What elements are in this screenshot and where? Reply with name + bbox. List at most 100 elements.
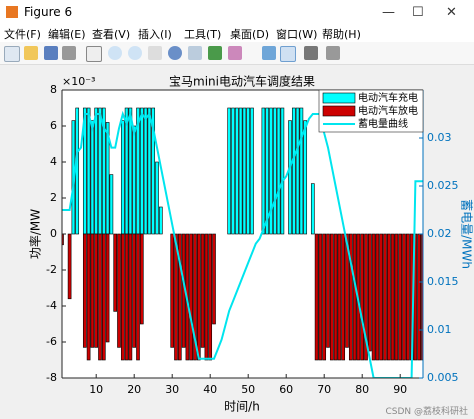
tool-button[interactable] [208, 46, 222, 60]
x-tick-label: 80 [355, 383, 369, 396]
tool-button[interactable] [228, 46, 242, 60]
menu-item[interactable]: 工具(T) [184, 28, 222, 41]
tool-button[interactable] [108, 46, 122, 60]
x-tick-label: 50 [241, 383, 255, 396]
bar [326, 233, 330, 348]
legend-label: 蓄电量曲线 [358, 117, 408, 130]
bar [128, 107, 133, 235]
maximize[interactable]: ☐ [412, 5, 424, 20]
bar [364, 233, 368, 361]
bar [82, 233, 87, 348]
bar [272, 107, 277, 235]
x-tick-label: 60 [279, 383, 293, 396]
toolbar [0, 42, 474, 65]
chart-title: 宝马mini电动汽车调度结果 [169, 74, 315, 89]
close[interactable]: ✕ [446, 5, 457, 20]
bar [269, 107, 273, 235]
bar [246, 107, 251, 235]
menu-item[interactable]: 编辑(E) [48, 28, 86, 41]
bar [303, 120, 308, 235]
menu-item[interactable]: 窗口(W) [276, 28, 318, 41]
bar [322, 233, 327, 361]
y-tick-label: -2 [46, 263, 57, 276]
bar [86, 233, 91, 361]
tool-button[interactable] [148, 46, 162, 60]
bar [120, 233, 125, 361]
bars [62, 107, 423, 378]
bar [212, 233, 216, 325]
tool-button[interactable] [304, 46, 318, 60]
tool-button[interactable] [168, 46, 182, 60]
y-tick-label: 4 [50, 155, 57, 168]
bar [348, 233, 353, 361]
tool-button[interactable] [280, 46, 296, 62]
bar [421, 233, 423, 361]
bar [139, 107, 144, 235]
tool-button[interactable] [86, 46, 102, 62]
bar [310, 183, 315, 235]
menu-bar: 文件(F) 编辑(E) 查看(V) 插入(I) 工具(T) 桌面(D) 窗口(W) 帮助(H) [0, 24, 474, 42]
y-tick-label: 0 [50, 227, 57, 240]
tool-button[interactable] [62, 46, 76, 60]
x-tick-label: 20 [127, 383, 141, 396]
bar [280, 107, 285, 235]
bar [371, 233, 376, 361]
tool-button[interactable] [24, 46, 38, 60]
tool-button[interactable] [188, 46, 202, 60]
y-tick-label: 2 [50, 191, 57, 204]
bar [143, 107, 148, 235]
x-axis-label: 时间/h [224, 400, 260, 414]
bar [360, 233, 365, 361]
menu-item[interactable]: 桌面(D) [230, 28, 270, 41]
menu-item[interactable]: 插入(I) [138, 28, 172, 41]
tool-button[interactable] [326, 46, 340, 60]
y2-tick-label: 0.005 [427, 371, 459, 384]
bar [386, 233, 391, 361]
tool-button[interactable] [128, 46, 142, 60]
bar [341, 233, 346, 361]
legend-label: 电动汽车放电 [358, 104, 418, 117]
bar [329, 233, 334, 361]
x-tick-label: 70 [317, 383, 331, 396]
tool-button[interactable] [262, 46, 276, 60]
y2-tick-label: 0.02 [427, 227, 452, 240]
bar [147, 107, 152, 235]
menu-item[interactable]: 帮助(H) [322, 28, 361, 41]
bar [394, 233, 399, 361]
bar [375, 233, 380, 361]
y-exponent: ×10⁻³ [62, 75, 95, 88]
bar [261, 107, 266, 235]
bar [109, 174, 114, 235]
menu-item[interactable]: 文件(F) [4, 28, 41, 41]
bar [105, 233, 110, 343]
y-tick-label: -6 [46, 335, 57, 348]
minimize[interactable]: — [382, 5, 395, 20]
bar [174, 233, 178, 361]
bar [288, 120, 292, 235]
bar [113, 233, 118, 312]
bar [367, 233, 372, 352]
menu-item[interactable]: 查看(V) [92, 28, 131, 41]
bar [337, 233, 342, 361]
bar [128, 233, 133, 361]
y-axis-label: 功率/MW [28, 209, 43, 259]
bar [67, 233, 72, 300]
tool-button[interactable] [4, 46, 20, 62]
bar [242, 107, 247, 235]
bar [345, 233, 349, 348]
x-tick-label: 30 [165, 383, 179, 396]
y2-tick-label: 0.015 [427, 275, 459, 288]
bar [170, 233, 175, 348]
legend-swatch [322, 105, 356, 117]
bar [189, 233, 194, 361]
bar [151, 107, 156, 235]
y2-tick-label: 0.025 [427, 179, 459, 192]
tool-button[interactable] [44, 46, 58, 60]
bar [98, 107, 102, 235]
bar [402, 233, 406, 361]
bar [250, 107, 254, 235]
bar [193, 233, 197, 361]
bar [90, 233, 95, 348]
bar [231, 107, 235, 235]
